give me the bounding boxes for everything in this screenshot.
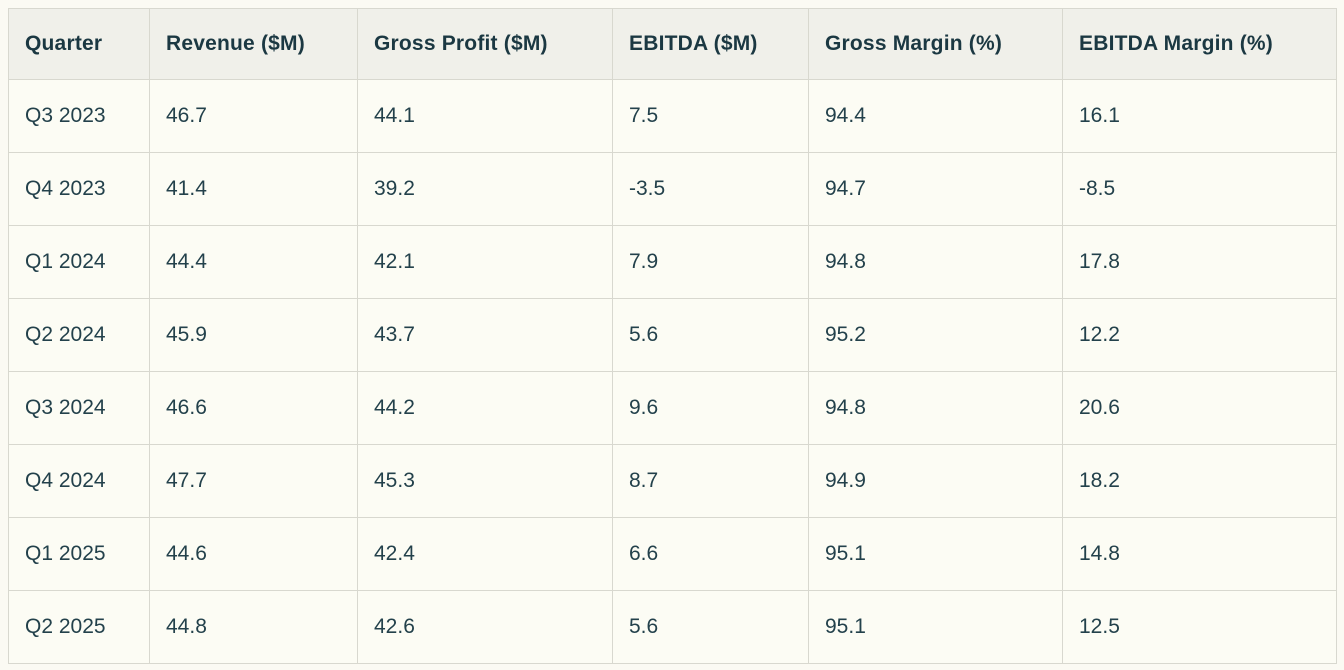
cell-revenue: 41.4	[149, 152, 358, 226]
cell-gross-profit: 44.2	[357, 371, 613, 445]
cell-gross-margin: 95.2	[808, 298, 1063, 372]
financials-table-container: Quarter Revenue ($M) Gross Profit ($M) E…	[8, 8, 1337, 664]
cell-gross-margin: 94.8	[808, 225, 1063, 299]
cell-gross-profit: 43.7	[357, 298, 613, 372]
cell-gross-profit: 42.4	[357, 517, 613, 591]
table-row: Q2 2025 44.8 42.6 5.6 95.1 12.5	[8, 590, 1337, 664]
column-header-gross-profit: Gross Profit ($M)	[357, 8, 613, 80]
table-row: Q4 2024 47.7 45.3 8.7 94.9 18.2	[8, 444, 1337, 518]
column-header-gross-margin: Gross Margin (%)	[808, 8, 1063, 80]
cell-gross-profit: 45.3	[357, 444, 613, 518]
cell-quarter: Q4 2023	[8, 152, 150, 226]
cell-revenue: 44.8	[149, 590, 358, 664]
column-header-revenue: Revenue ($M)	[149, 8, 358, 80]
cell-revenue: 47.7	[149, 444, 358, 518]
cell-quarter: Q3 2024	[8, 371, 150, 445]
cell-gross-margin: 95.1	[808, 590, 1063, 664]
cell-revenue: 45.9	[149, 298, 358, 372]
table-row: Q1 2025 44.6 42.4 6.6 95.1 14.8	[8, 517, 1337, 591]
cell-gross-margin: 95.1	[808, 517, 1063, 591]
cell-revenue: 46.7	[149, 79, 358, 153]
cell-ebitda-margin: -8.5	[1062, 152, 1337, 226]
cell-ebitda-margin: 17.8	[1062, 225, 1337, 299]
cell-ebitda: -3.5	[612, 152, 809, 226]
cell-ebitda: 6.6	[612, 517, 809, 591]
table-row: Q2 2024 45.9 43.7 5.6 95.2 12.2	[8, 298, 1337, 372]
column-header-ebitda: EBITDA ($M)	[612, 8, 809, 80]
column-header-quarter: Quarter	[8, 8, 150, 80]
cell-quarter: Q1 2025	[8, 517, 150, 591]
cell-gross-margin: 94.8	[808, 371, 1063, 445]
cell-ebitda: 7.9	[612, 225, 809, 299]
cell-ebitda: 7.5	[612, 79, 809, 153]
cell-revenue: 46.6	[149, 371, 358, 445]
cell-ebitda-margin: 12.2	[1062, 298, 1337, 372]
cell-quarter: Q2 2024	[8, 298, 150, 372]
cell-ebitda-margin: 14.8	[1062, 517, 1337, 591]
table-row: Q1 2024 44.4 42.1 7.9 94.8 17.8	[8, 225, 1337, 299]
table-row: Q3 2023 46.7 44.1 7.5 94.4 16.1	[8, 79, 1337, 153]
cell-ebitda: 5.6	[612, 298, 809, 372]
cell-ebitda: 9.6	[612, 371, 809, 445]
cell-ebitda-margin: 18.2	[1062, 444, 1337, 518]
cell-gross-profit: 42.1	[357, 225, 613, 299]
cell-revenue: 44.6	[149, 517, 358, 591]
header-row: Quarter Revenue ($M) Gross Profit ($M) E…	[8, 8, 1337, 80]
cell-ebitda-margin: 16.1	[1062, 79, 1337, 153]
cell-ebitda: 8.7	[612, 444, 809, 518]
cell-ebitda-margin: 12.5	[1062, 590, 1337, 664]
cell-ebitda-margin: 20.6	[1062, 371, 1337, 445]
table-row: Q3 2024 46.6 44.2 9.6 94.8 20.6	[8, 371, 1337, 445]
cell-gross-margin: 94.9	[808, 444, 1063, 518]
table-row: Q4 2023 41.4 39.2 -3.5 94.7 -8.5	[8, 152, 1337, 226]
cell-quarter: Q2 2025	[8, 590, 150, 664]
cell-ebitda: 5.6	[612, 590, 809, 664]
column-header-ebitda-margin: EBITDA Margin (%)	[1062, 8, 1337, 80]
cell-gross-profit: 39.2	[357, 152, 613, 226]
cell-quarter: Q1 2024	[8, 225, 150, 299]
cell-revenue: 44.4	[149, 225, 358, 299]
quarterly-financials-table: Quarter Revenue ($M) Gross Profit ($M) E…	[8, 8, 1337, 664]
cell-gross-margin: 94.7	[808, 152, 1063, 226]
cell-gross-profit: 42.6	[357, 590, 613, 664]
cell-quarter: Q3 2023	[8, 79, 150, 153]
cell-gross-profit: 44.1	[357, 79, 613, 153]
cell-quarter: Q4 2024	[8, 444, 150, 518]
cell-gross-margin: 94.4	[808, 79, 1063, 153]
